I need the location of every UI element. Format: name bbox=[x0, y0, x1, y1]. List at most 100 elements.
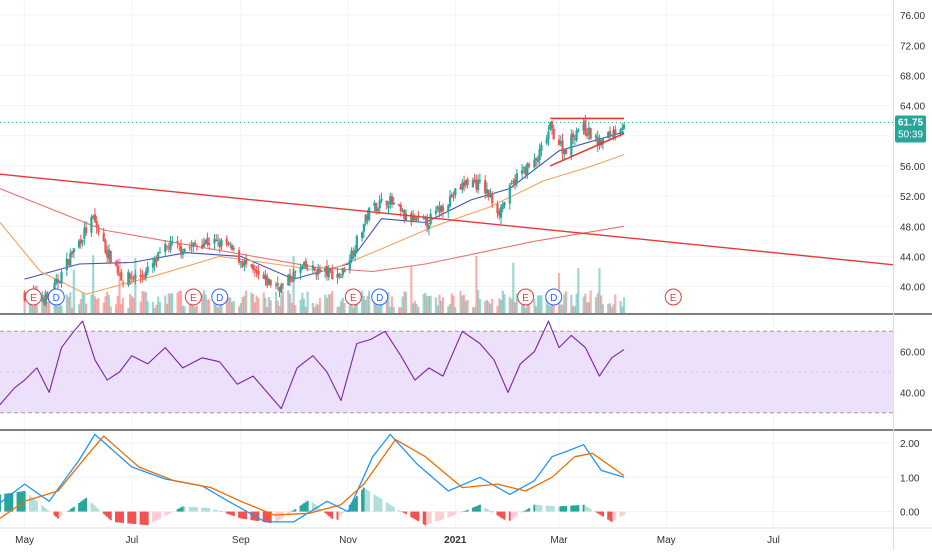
macd-histogram-bar bbox=[423, 512, 425, 525]
macd-histogram-bar bbox=[120, 512, 122, 523]
macd-histogram-bar bbox=[460, 512, 462, 513]
candle-body bbox=[131, 277, 133, 278]
macd-histogram-bar bbox=[597, 512, 599, 514]
macd-histogram-bar bbox=[166, 512, 168, 515]
macd-histogram-bar bbox=[303, 503, 305, 511]
macd-histogram-bar bbox=[398, 510, 400, 511]
event-marker-dividend[interactable]: D bbox=[48, 289, 64, 305]
macd-histogram-bar bbox=[32, 498, 34, 511]
macd-histogram-bar bbox=[117, 512, 119, 523]
event-marker-earnings[interactable]: E bbox=[345, 289, 361, 305]
candle-body bbox=[509, 185, 511, 204]
candle-body bbox=[386, 201, 388, 206]
macd-histogram-bar bbox=[154, 512, 156, 522]
macd-histogram-bar bbox=[563, 506, 565, 512]
macd-histogram-bar bbox=[451, 512, 453, 517]
price-axis-label: 44.00 bbox=[900, 252, 925, 263]
event-marker-earnings[interactable]: E bbox=[185, 289, 201, 305]
macd-histogram-bar bbox=[496, 512, 498, 516]
candle-body bbox=[208, 243, 210, 245]
macd-histogram-bar bbox=[553, 506, 555, 512]
macd-histogram-bar bbox=[82, 500, 84, 511]
macd-histogram-bar bbox=[80, 502, 82, 512]
volume-bar bbox=[405, 292, 407, 313]
macd-histogram-bar bbox=[477, 505, 479, 511]
volume-bar bbox=[122, 298, 124, 313]
candle-body bbox=[528, 164, 530, 166]
volume-bar bbox=[110, 306, 112, 313]
event-marker-dividend[interactable]: D bbox=[372, 289, 388, 305]
macd-histogram-bar bbox=[526, 509, 528, 511]
macd-histogram-bar bbox=[502, 512, 504, 519]
macd-histogram-bar bbox=[140, 512, 142, 525]
event-marker-dividend[interactable]: D bbox=[212, 289, 228, 305]
candle-body bbox=[572, 133, 574, 138]
macd-histogram-bar bbox=[546, 506, 548, 512]
candle-body bbox=[166, 246, 168, 247]
candle-body bbox=[97, 229, 99, 232]
macd-histogram-bar bbox=[416, 512, 418, 521]
event-marker-dividend[interactable]: D bbox=[546, 289, 562, 305]
macd-histogram-bar bbox=[387, 504, 389, 512]
macd-histogram-bar bbox=[243, 512, 245, 519]
macd-histogram-bar bbox=[59, 512, 61, 518]
candle-body bbox=[361, 232, 363, 238]
macd-histogram-bar bbox=[71, 508, 73, 511]
macd-histogram-bar bbox=[242, 512, 244, 519]
candle-body bbox=[57, 279, 59, 282]
macd-histogram-bar bbox=[287, 512, 289, 514]
time-axis-label: 2021 bbox=[444, 535, 467, 546]
candle-body bbox=[203, 243, 205, 247]
macd-histogram-bar bbox=[305, 502, 307, 512]
macd-histogram-bar bbox=[240, 512, 242, 519]
macd-histogram-bar bbox=[307, 501, 309, 512]
macd-histogram-bar bbox=[143, 512, 145, 525]
rsi-band bbox=[0, 331, 893, 412]
macd-histogram-bar bbox=[145, 512, 147, 526]
macd-histogram-bar bbox=[612, 512, 614, 521]
macd-histogram-bar bbox=[257, 512, 259, 522]
candle-body bbox=[575, 131, 577, 140]
candle-body bbox=[183, 249, 185, 253]
event-marker-earnings[interactable]: E bbox=[25, 289, 41, 305]
macd-histogram-bar bbox=[331, 512, 333, 519]
macd-histogram-bar bbox=[245, 512, 247, 520]
macd-histogram-bar bbox=[69, 509, 71, 511]
macd-histogram-bar bbox=[48, 511, 50, 512]
macd-histogram-bar bbox=[516, 512, 518, 517]
candle-body bbox=[254, 269, 256, 270]
candle-body bbox=[189, 247, 191, 248]
macd-histogram-bar bbox=[609, 512, 611, 521]
candle-body bbox=[229, 244, 231, 245]
macd-histogram-bar bbox=[424, 512, 426, 526]
macd-histogram-bar bbox=[164, 512, 166, 516]
macd-histogram-bar bbox=[535, 505, 537, 512]
volume-bar bbox=[602, 304, 604, 313]
candle-body bbox=[270, 280, 272, 285]
candle-body bbox=[307, 270, 309, 271]
macd-histogram-bar bbox=[572, 505, 574, 511]
candle-body bbox=[539, 149, 541, 160]
volume-bar bbox=[454, 307, 456, 313]
macd-histogram-bar bbox=[294, 509, 296, 511]
macd-histogram-bar bbox=[528, 508, 530, 511]
macd-histogram-bar bbox=[465, 511, 467, 512]
macd-histogram-bar bbox=[562, 506, 564, 511]
event-marker-earnings[interactable]: E bbox=[518, 289, 534, 305]
candle-body bbox=[590, 128, 592, 139]
macd-histogram-bar bbox=[338, 512, 340, 518]
macd-histogram-bar bbox=[168, 512, 170, 514]
event-marker-earnings[interactable]: E bbox=[665, 289, 681, 305]
volume-bar bbox=[233, 301, 235, 313]
candle-body bbox=[435, 210, 437, 213]
candle-body bbox=[553, 129, 555, 139]
macd-histogram-bar bbox=[36, 501, 38, 511]
candle-body bbox=[491, 194, 493, 203]
macd-histogram-bar bbox=[602, 512, 604, 517]
candle-body bbox=[171, 242, 173, 243]
macd-histogram-bar bbox=[489, 511, 491, 512]
macd-histogram-bar bbox=[588, 508, 590, 512]
macd-histogram-bar bbox=[53, 512, 55, 516]
